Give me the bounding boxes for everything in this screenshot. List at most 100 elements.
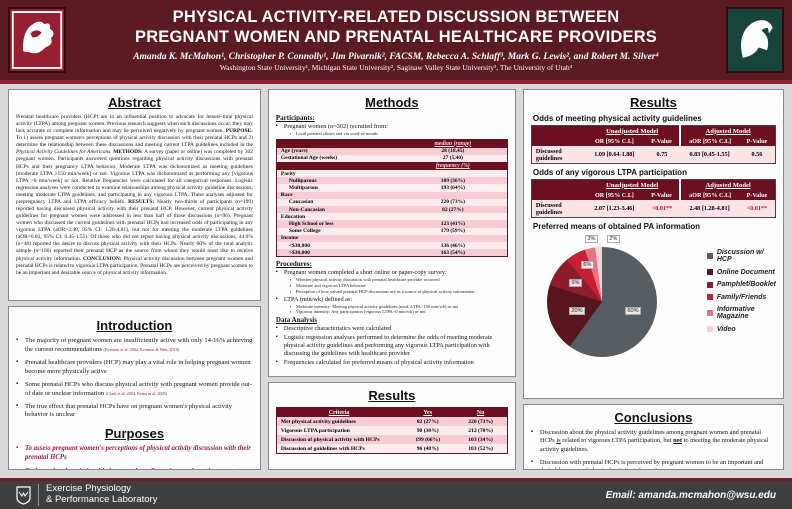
header-text: PHYSICAL ACTIVITY-RELATED DISCUSSION BET… (66, 8, 726, 72)
introduction-panel: Introduction The majority of pregnant wo… (8, 306, 261, 470)
abstract-text: Prenatal healthcare providers (HCP) are … (16, 114, 253, 277)
intro-bullet: Some prenatal HCPs who discuss physical … (16, 381, 253, 398)
table-row: OR [95% C.I.] P-Value aOR [95% C.I.] P-V… (531, 190, 776, 200)
table-row: Nulliparous 109 (36%) (276, 177, 508, 185)
results-odds-panel: Results Odds of meeting physical activit… (522, 89, 784, 399)
results-mid-heading: Results (368, 388, 416, 403)
odds-vigorous-table: Unadjusted Model Adjusted Model OR [95% … (530, 179, 776, 218)
table-row: Vigorous LTPA participation 90 (30%) 212 (… (276, 426, 508, 435)
legend-color-swatch-icon (706, 253, 713, 259)
authors-line: Amanda K. McMahon¹, Christopher P. Conno… (133, 51, 659, 62)
procedures-bullet: Pregnant women completed a short online … (276, 269, 508, 294)
conclusions-heading: Conclusions (614, 410, 693, 425)
procedures-sub-bullet: Moderate intensity: Meeting physical act… (290, 304, 508, 310)
lab-name: Exercise Physiology & Performance Labora… (38, 483, 157, 506)
table-row: Race (276, 191, 508, 199)
pie-chart-area: 60% 20% 9% 6% 3% 2% Discussion w/ HCP On… (531, 233, 776, 361)
pie-chart-title: Preferred means of obtained PA informati… (532, 222, 701, 231)
wsu-shield-icon (16, 485, 31, 505)
data-analysis-list: Descriptive characteristics were calcula… (276, 325, 508, 366)
purposes-bullet-list: To assess pregnant women's perceptions o… (16, 445, 253, 469)
table-row: High School or less 123 (41%) (276, 220, 508, 228)
legend-item: Online Document (706, 269, 776, 276)
purpose-bullet: To determine the relationship between th… (16, 468, 253, 469)
pie-slice-label: 20% (568, 307, 586, 315)
legend-item: Informative Magazine (706, 306, 776, 320)
legend-item: Discussion w/ HCP (706, 249, 776, 263)
table-row: median (range) (276, 139, 508, 148)
table-row: Age (years) 28 (18,45) (276, 147, 508, 155)
intro-bullet: The majority of pregnant women are insuf… (16, 337, 253, 354)
participants-sub-bullet: Local prenatal clinics and via word-of-m… (290, 131, 508, 137)
wsu-cougar-icon (11, 11, 63, 69)
intro-bullet: Prenatal healthcare providers (HCP) may … (16, 359, 253, 376)
abstract-heading: Abstract (108, 95, 161, 110)
abstract-background: Prenatal healthcare providers (HCP) are … (16, 114, 253, 135)
table-row: frequency (%) (276, 162, 508, 171)
conclusion-bullet: Discussion about the physical activity g… (531, 429, 776, 454)
participants-list: Pregnant women (n=302) recruited from: L… (276, 123, 508, 137)
table-row: Discussed guidelines 2.07 [1.23-3.46] <0… (531, 200, 776, 218)
msu-spartan-logo-icon (726, 7, 784, 73)
abstract-purpose-label: PURPOSE: (225, 128, 253, 135)
affiliations-line: Washington State University¹, Michigan S… (219, 62, 573, 72)
introduction-heading: Introduction (96, 318, 173, 333)
table-row: Caucasian 220 (73%) (276, 198, 508, 207)
procedures-list: Pregnant women completed a short online … (276, 269, 508, 315)
poster-body: Abstract Prenatal healthcare providers (… (0, 84, 792, 474)
analysis-bullet: Logistic regression analyses performed t… (276, 334, 508, 358)
table-row: Income (276, 234, 508, 242)
legend-item: Pamphlet/Booklet (706, 281, 776, 288)
table-row: Discussed guidelines 1.09 [0.64-1.88] 0.… (531, 146, 776, 164)
conclusions-panel: Conclusions Discussion about the physica… (522, 404, 784, 470)
abstract-purpose: To 1) assess pregnant women's perception… (16, 135, 253, 149)
abstract-conclusion: Physical activity discussion between pre… (16, 255, 253, 276)
pie-slice-label: 3% (584, 235, 598, 243)
participants-label: Participants: (275, 114, 315, 122)
left-column: Abstract Prenatal healthcare providers (… (8, 89, 261, 470)
abstract-methods: A survey (paper or online) was completed… (16, 149, 253, 205)
legend-color-swatch-icon (706, 281, 713, 288)
demographics-table: median (range) Age (years) 28 (18,45) Ges… (275, 138, 508, 258)
abstract-guidelines-ref: Physical Activity Guidelines for America… (16, 149, 112, 156)
odds-vigorous-title: Odds of any vigorous LTPA participation (532, 168, 687, 177)
abstract-results-label: RESULTS: (128, 198, 155, 205)
header-banner: PHYSICAL ACTIVITY-RELATED DISCUSSION BET… (0, 0, 792, 84)
purpose-bullet: To assess pregnant women's perceptions o… (16, 445, 253, 463)
table-row: Non-Caucasian 82 (27%) (276, 206, 508, 214)
middle-column: Methods Participants: Pregnant women (n=… (267, 89, 516, 470)
table-row: Unadjusted Model Adjusted Model (531, 125, 776, 136)
table-row: Education (276, 213, 508, 221)
right-column: Results Odds of meeting physical activit… (522, 89, 784, 470)
procedures-bullet: LTPA (min/wk) defined as: Moderate inten… (276, 296, 508, 316)
pie-slice-label: 2% (606, 235, 620, 243)
table-row: Parity (276, 170, 508, 178)
participants-bullet: Pregnant women (n=302) recruited from: L… (276, 123, 508, 137)
footer-bar: Exercise Physiology & Performance Labora… (0, 478, 792, 509)
abstract-results: Nearly two-thirds of participants (n=199… (16, 198, 253, 262)
table-row: Some College 179 (59%) (276, 227, 508, 235)
methods-heading: Methods (365, 95, 419, 110)
wsu-cougar-logo-icon (8, 7, 66, 73)
results-right-heading: Results (629, 95, 677, 110)
procedures-sub-bullet: Vigorous intensity: Any participation (v… (290, 309, 508, 315)
legend-item: Video (706, 326, 776, 333)
table-row: Multiparous 193 (64%) (276, 184, 508, 192)
conclusion-bullet: Discussion with prenatal HCPs is perceiv… (531, 459, 776, 469)
citation: (Evenson et al. 2004, Evenson & Wen, 201… (103, 346, 180, 352)
methods-panel: Methods Participants: Pregnant women (n=… (267, 89, 516, 377)
intro-bullet: The true effect that prenatal HCPs have … (16, 403, 253, 420)
analysis-bullet: Frequencies calculated for preferred mea… (276, 359, 508, 367)
abstract-methods-label: METHODS: (111, 149, 143, 156)
pie-chart-wrap: 60% 20% 9% 6% 3% 2% (541, 233, 681, 361)
pa-pie-chart (546, 247, 657, 357)
odds-guidelines-title: Odds of meeting physical activity guidel… (532, 114, 702, 123)
citation: (Clark et al. 2004, Krans et al. 2005) (105, 390, 168, 396)
pie-slice-label: 60% (624, 307, 642, 315)
results-frequency-panel: Results Criteria Yes No Met physical act… (267, 382, 516, 470)
pie-slice-label: 9% (568, 279, 582, 287)
legend-color-swatch-icon (706, 310, 713, 316)
msu-spartan-icon (741, 20, 773, 58)
legend-color-swatch-icon (706, 294, 713, 300)
abstract-conclusion-label: CONCLUSION: (82, 255, 122, 262)
